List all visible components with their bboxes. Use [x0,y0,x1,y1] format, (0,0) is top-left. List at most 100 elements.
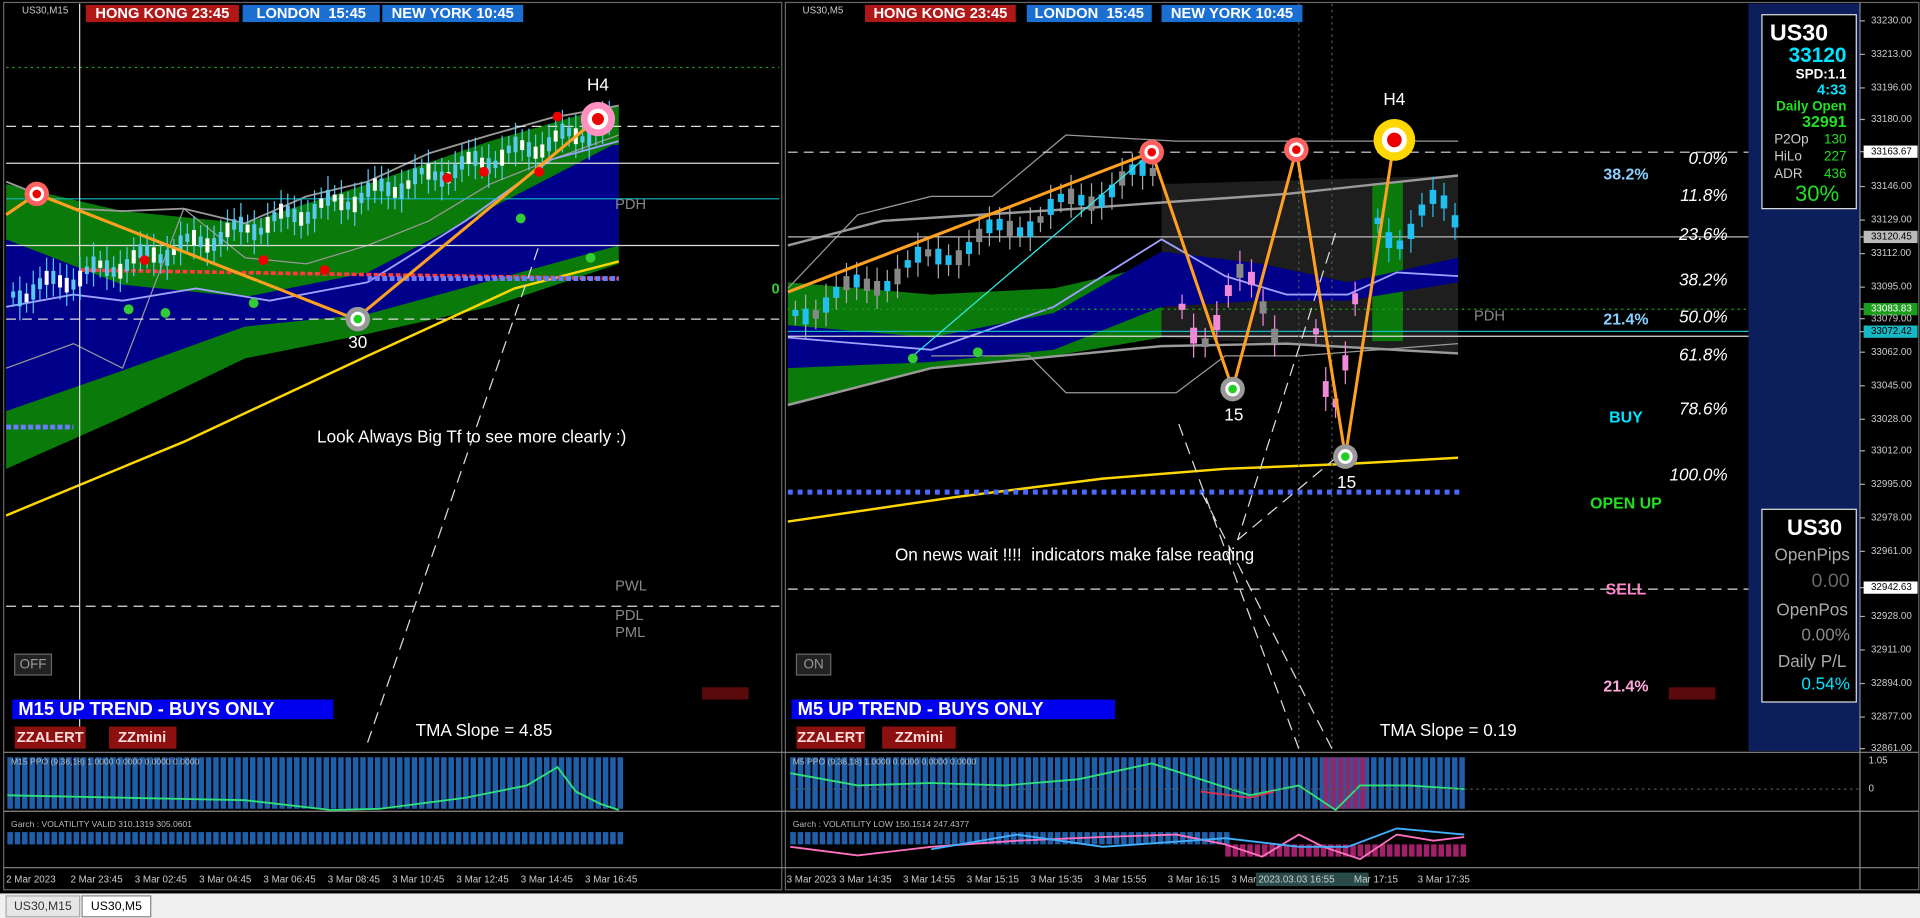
off-button[interactable] [14,653,53,676]
alert-label[interactable]: ZZALERT [797,730,864,746]
garch-bar [1423,844,1430,857]
alert-button[interactable] [882,726,956,749]
garch-bar [1372,844,1378,857]
garch-bar [117,832,124,845]
garch-bar [220,832,227,845]
candle [198,236,203,248]
candle [1418,204,1426,216]
garch-bar [242,832,249,845]
candle [185,233,190,242]
signal-dot [907,353,918,364]
ppo-bar [308,757,315,809]
on-button[interactable] [795,653,832,676]
tab[interactable] [5,895,81,918]
ppo-line [790,762,1465,812]
info-key: ADR [1774,166,1803,181]
garch-bar [7,832,13,845]
candle [232,219,237,230]
candle [533,146,538,159]
candle [526,142,531,157]
symbol: US30,M5 [803,6,844,17]
swing-label: 30 [348,332,367,352]
garch-bar [58,832,65,845]
ppo-bar [797,757,804,809]
candle [51,270,56,284]
on-button-label[interactable]: ON [803,657,823,672]
ppo-bar [374,757,381,809]
level-label: 21.4% [1603,312,1648,329]
ppo-bar [1352,757,1359,809]
candle [84,266,89,275]
garch-bar [1262,844,1268,857]
tab-label[interactable]: US30,M15 [14,899,72,913]
trade-key: OpenPos [1776,600,1847,620]
garch-bar [834,832,840,845]
ppo-bar [893,757,899,809]
price-highlight [1863,145,1918,158]
candle [853,274,860,288]
ppo-bar [1253,757,1259,809]
garch-bar [544,832,550,845]
garch-bar [463,832,469,845]
ppo-bar [1326,757,1333,809]
ppo-axis-label: 0 [1869,784,1875,795]
garch-bar [367,832,374,845]
ppo-bar [1444,757,1451,809]
channel-line [5,134,619,370]
ppo-bar [1422,757,1429,809]
info-value: 227 [1824,149,1846,164]
trend-line [1237,447,1349,541]
ppo-bar [117,757,124,809]
candle [1108,184,1115,198]
alert-button[interactable] [14,726,86,749]
garch-bar [595,832,601,845]
price-label: 32877.00 [1871,712,1912,723]
yellow-ma [5,260,620,517]
ppo-bar [1385,757,1392,809]
ppo-bar [812,757,818,809]
price-label: 32894.00 [1871,678,1912,689]
garch-bar [1335,844,1342,857]
garch-bar [617,832,624,845]
candle [1374,217,1382,224]
ppo-bar [1341,757,1348,809]
tab[interactable] [81,895,152,918]
ppo-bar [1010,757,1017,809]
off-button-label[interactable]: OFF [20,657,47,672]
time-label: 2 Mar 2023 [6,875,56,886]
garch-bar [1313,844,1320,857]
garch-bar [1165,832,1171,845]
alert-button[interactable] [796,726,866,749]
price-label: 32978.00 [1871,512,1912,523]
alert-label[interactable]: ZZALERT [17,730,84,746]
ppo-bar [805,757,811,809]
candle [1352,293,1359,305]
candle [98,260,103,268]
ppo-bar [1290,757,1296,809]
time-label: 3 Mar 02:45 [135,875,188,886]
garch-bar [827,832,833,845]
candle [433,171,438,181]
ppo-bar [1363,757,1370,809]
price-label: 32942.63 [1871,582,1912,593]
ppo-bar [110,757,116,809]
garch-bar [205,832,212,845]
garch-bar [213,832,219,845]
yellow-ma [787,456,1459,523]
ppo-bar [1393,757,1399,809]
resistance [79,268,619,281]
price-label: 33180.00 [1871,114,1912,125]
price-label: 33196.00 [1871,83,1912,94]
candle [1027,221,1034,238]
alert-button[interactable] [109,726,177,749]
swing-marker [591,113,604,126]
candle [976,228,983,243]
alert-label[interactable]: ZZmini [118,730,166,746]
ppo-bar [1400,757,1406,809]
alert-label[interactable]: ZZmini [895,730,943,746]
tma-inner [6,144,619,412]
garch-bar [797,832,804,845]
tab-label[interactable]: US30,M5 [91,899,142,913]
trend-line [1236,232,1337,541]
pdh-label: PDH [615,197,646,213]
